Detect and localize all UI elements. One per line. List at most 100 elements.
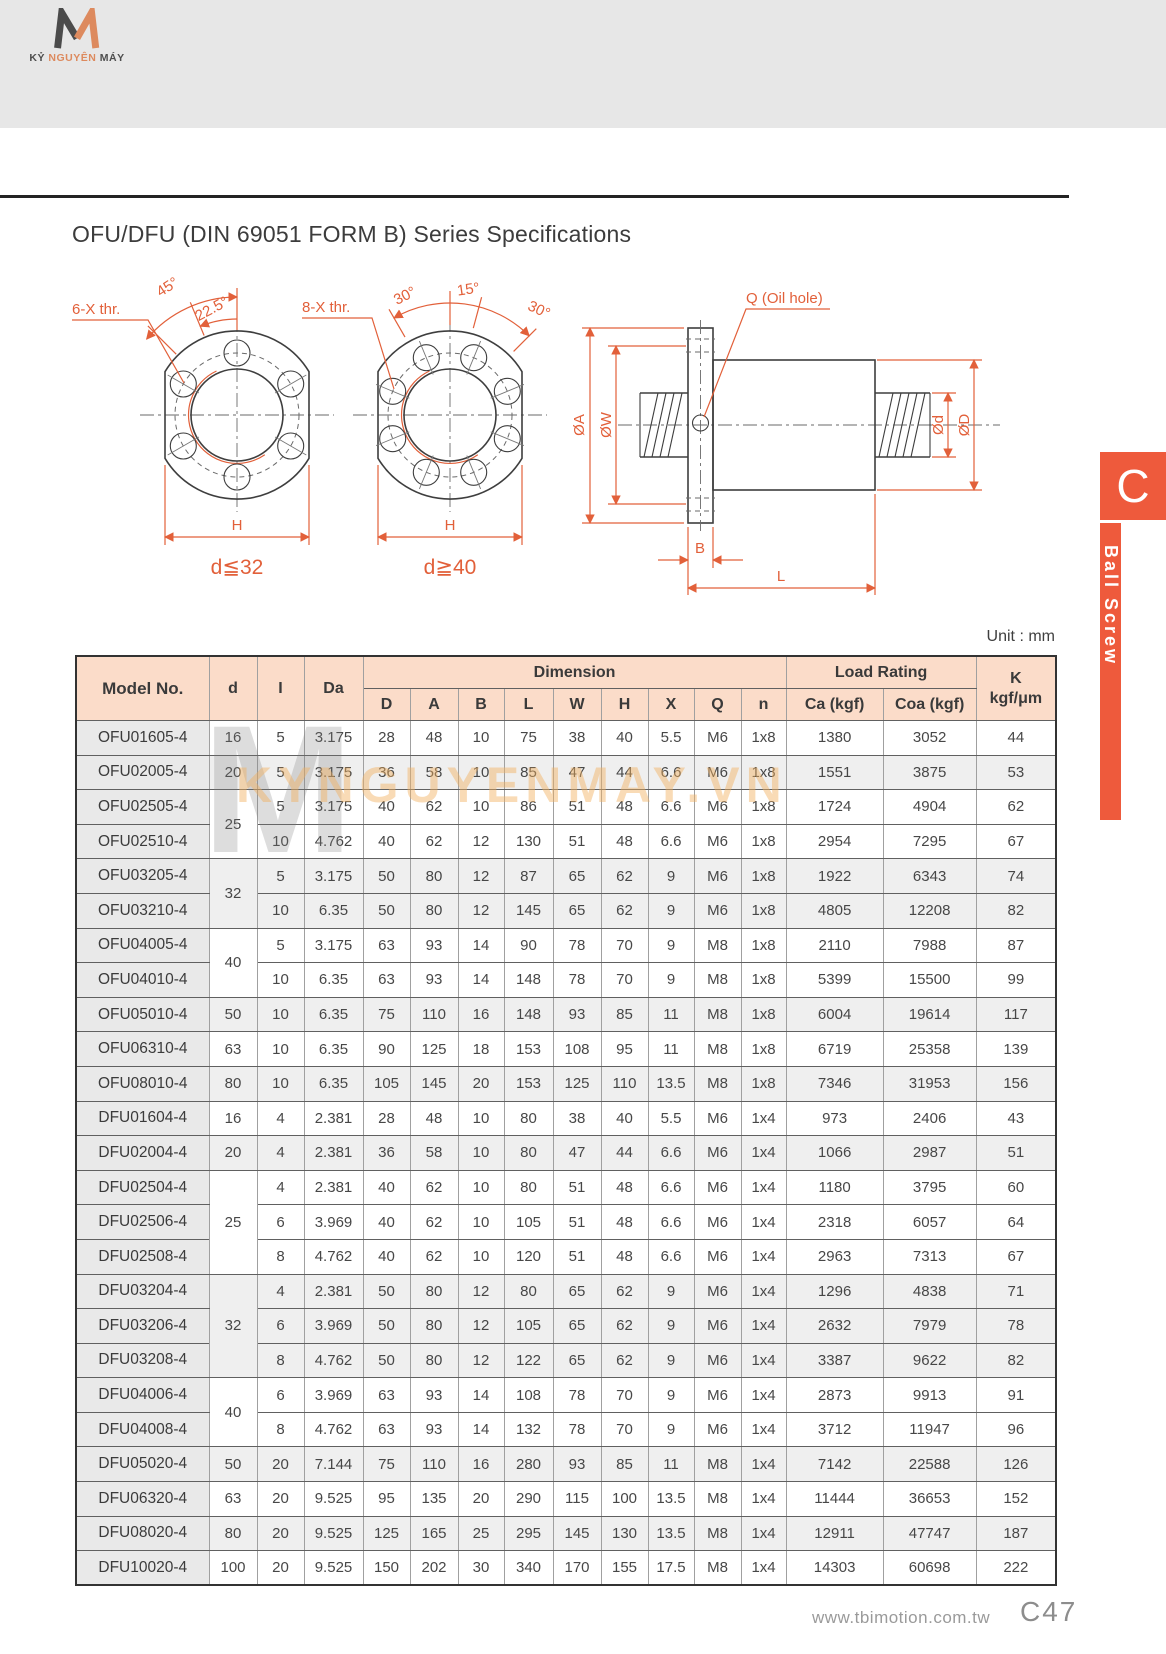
value-cell: 340 bbox=[503, 1550, 554, 1586]
model-cell: DFU08020-4 bbox=[75, 1515, 210, 1552]
value-cell: 20 bbox=[256, 1481, 305, 1517]
d-cell: 50 bbox=[208, 996, 258, 1033]
value-cell: 3.175 bbox=[303, 789, 364, 825]
value-cell: 4.762 bbox=[303, 1238, 364, 1275]
value-cell: 10 bbox=[256, 892, 305, 929]
value-cell: M6 bbox=[693, 858, 742, 894]
footer-url: www.tbimotion.com.tw bbox=[812, 1608, 991, 1627]
value-cell: 63 bbox=[362, 962, 411, 998]
value-cell: 7295 bbox=[882, 823, 977, 860]
value-cell: 40 bbox=[362, 789, 411, 825]
value-cell: 47 bbox=[552, 1135, 602, 1171]
value-cell: 5.5 bbox=[647, 720, 695, 756]
value-cell: 125 bbox=[552, 1065, 602, 1102]
value-cell: 1x8 bbox=[740, 720, 787, 756]
value-cell: 10 bbox=[256, 1031, 305, 1067]
model-cell: DFU02504-4 bbox=[75, 1169, 210, 1206]
value-cell: 2.381 bbox=[303, 1100, 364, 1137]
model-cell: DFU10020-4 bbox=[75, 1550, 210, 1586]
value-cell: 20 bbox=[256, 1446, 305, 1483]
value-cell: 60698 bbox=[882, 1550, 977, 1586]
value-cell: 10 bbox=[457, 754, 505, 791]
value-cell: 16 bbox=[457, 996, 505, 1033]
value-cell: 2406 bbox=[882, 1100, 977, 1137]
value-cell: 145 bbox=[552, 1515, 602, 1552]
value-cell: 80 bbox=[503, 1135, 554, 1171]
value-cell: 139 bbox=[975, 1031, 1057, 1067]
value-cell: 62 bbox=[409, 823, 459, 860]
value-cell: 85 bbox=[503, 754, 554, 791]
value-cell: 20 bbox=[457, 1065, 505, 1102]
value-cell: 40 bbox=[362, 1169, 411, 1206]
value-cell: 90 bbox=[503, 927, 554, 964]
nut-side-view: Q (Oil hole) ØA ØW Ød ØD B L bbox=[571, 290, 1000, 595]
value-cell: 100 bbox=[600, 1481, 649, 1517]
value-cell: 135 bbox=[409, 1481, 459, 1517]
value-cell: 93 bbox=[409, 962, 459, 998]
col-dim-w: W bbox=[552, 688, 602, 721]
value-cell: 1x4 bbox=[740, 1100, 787, 1137]
value-cell: 1x4 bbox=[740, 1204, 787, 1240]
value-cell: 19614 bbox=[882, 996, 977, 1033]
value-cell: 3875 bbox=[882, 754, 977, 791]
value-cell: 1x8 bbox=[740, 927, 787, 964]
d-cell: 20 bbox=[208, 1135, 258, 1171]
value-cell: 10 bbox=[457, 789, 505, 825]
value-cell: 115 bbox=[552, 1481, 602, 1517]
value-cell: 108 bbox=[552, 1031, 602, 1067]
value-cell: 53 bbox=[975, 754, 1057, 791]
value-cell: 14 bbox=[457, 1377, 505, 1413]
model-cell: OFU02510-4 bbox=[75, 823, 210, 860]
value-cell: 50 bbox=[362, 1308, 411, 1344]
value-cell: 71 bbox=[975, 1273, 1057, 1310]
spec-row: DFU02506-4 6 3.969 40 62 10 105 51 48 6.6 M6 1x4 231… bbox=[75, 1204, 1057, 1240]
value-cell: 4904 bbox=[882, 789, 977, 825]
col-dim-d: D bbox=[362, 688, 411, 721]
value-cell: 7313 bbox=[882, 1238, 977, 1275]
value-cell: 145 bbox=[409, 1065, 459, 1102]
value-cell: 110 bbox=[409, 996, 459, 1033]
value-cell: 1x4 bbox=[740, 1169, 787, 1206]
value-cell: 6.6 bbox=[647, 789, 695, 825]
spec-row: DFU04008-4 8 4.762 63 93 14 132 78 70 9 M6 1x4 3712 1… bbox=[75, 1411, 1057, 1448]
value-cell: 126 bbox=[975, 1446, 1057, 1483]
spec-row: OFU02505-4 25 5 3.175 40 62 10 86 51 48 6.6 M6 1x8 17… bbox=[75, 789, 1057, 860]
value-cell: 47 bbox=[552, 754, 602, 791]
model-cell: DFU02506-4 bbox=[75, 1204, 210, 1240]
value-cell: 13.5 bbox=[647, 1065, 695, 1102]
value-cell: 18 bbox=[457, 1031, 505, 1067]
value-cell: 1x4 bbox=[740, 1550, 787, 1586]
value-cell: 9.525 bbox=[303, 1515, 364, 1552]
spec-row: DFU05020-4 50 20 7.144 75 110 16 280 93 85 11 M8 1x4… bbox=[75, 1446, 1057, 1483]
model-cell: OFU08010-4 bbox=[75, 1065, 210, 1102]
value-cell: 80 bbox=[503, 1169, 554, 1206]
angle-label-30-right: 30° bbox=[525, 297, 553, 322]
value-cell: 9 bbox=[647, 1273, 695, 1310]
value-cell: 1x4 bbox=[740, 1481, 787, 1517]
value-cell: 1x4 bbox=[740, 1446, 787, 1483]
value-cell: 1922 bbox=[785, 858, 884, 894]
value-cell: 85 bbox=[600, 1446, 649, 1483]
header-divider bbox=[0, 195, 1069, 198]
value-cell: 82 bbox=[975, 892, 1057, 929]
col-load-0: Ca (kgf) bbox=[785, 688, 884, 721]
value-cell: 80 bbox=[409, 892, 459, 929]
value-cell: 48 bbox=[600, 1204, 649, 1240]
caption-d32: d≦32 bbox=[211, 556, 264, 579]
model-cell: DFU03206-4 bbox=[75, 1308, 210, 1344]
value-cell: 47747 bbox=[882, 1515, 977, 1552]
value-cell: 148 bbox=[503, 996, 554, 1033]
d-cell: 25 bbox=[208, 789, 258, 860]
value-cell: 51 bbox=[552, 1238, 602, 1275]
dim-l-label: L bbox=[777, 568, 785, 585]
value-cell: 62 bbox=[409, 1204, 459, 1240]
spec-row: DFU10020-4 100 20 9.525 150 202 30 340 170 155 17.… bbox=[75, 1550, 1057, 1586]
value-cell: 80 bbox=[409, 858, 459, 894]
value-cell: 4 bbox=[256, 1135, 305, 1171]
value-cell: 10 bbox=[457, 720, 505, 756]
chapter-tab: C Ball Screw bbox=[1100, 452, 1166, 820]
value-cell: 9 bbox=[647, 892, 695, 929]
